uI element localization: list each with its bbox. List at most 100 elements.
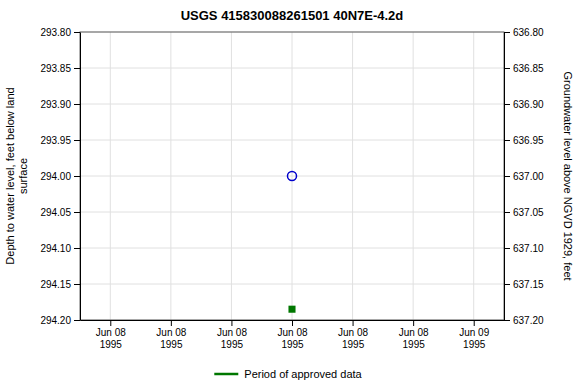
x-tick-mark xyxy=(292,320,293,326)
y2-tick-label: 637.00 xyxy=(513,171,544,182)
x-tick-label: Jun 081995 xyxy=(96,327,126,350)
x-tick-mark xyxy=(110,320,111,326)
y2-tick-label: 636.95 xyxy=(513,135,544,146)
y-tick: 294.15 xyxy=(40,279,80,290)
grid-line-x xyxy=(292,32,293,320)
y-tick: 293.90 xyxy=(40,99,80,110)
y2-tick-mark xyxy=(504,176,510,177)
title: USGS 415830088261501 40N7E-4.2d xyxy=(181,8,404,23)
y2-axis: 637.20 637.15 637.10 637.05 637.00 636.95 636.… xyxy=(504,27,544,326)
grid-line-x xyxy=(413,32,414,320)
y-tick-mark xyxy=(74,320,80,321)
y-tick-mark xyxy=(74,284,80,285)
y-tick-mark xyxy=(74,248,80,249)
y2-tick: 636.80 xyxy=(504,27,544,38)
y2-tick: 637.10 xyxy=(504,243,544,254)
point xyxy=(287,171,296,180)
x-tick-label-line: 1995 xyxy=(221,339,244,350)
y-tick-label: 293.90 xyxy=(40,99,71,110)
x-tick-mark xyxy=(231,320,232,326)
y-tick: 294.20 xyxy=(40,315,80,326)
y-tick-label: 293.85 xyxy=(40,63,71,74)
y-tick-label: 294.00 xyxy=(40,171,71,182)
x-tick-label-line: 1995 xyxy=(100,339,123,350)
y2-tick-label: 636.85 xyxy=(513,63,544,74)
x-axis: Jun 081995Jun 081995Jun 081995Jun 081995… xyxy=(81,320,505,350)
y2-tick-label: 636.90 xyxy=(513,99,544,110)
y-tick: 293.80 xyxy=(40,27,80,38)
x-tick-label-line: 1995 xyxy=(281,339,304,350)
y2-tick-mark xyxy=(504,320,510,321)
x-tick-mark xyxy=(171,320,172,326)
x-tick-label-line: Jun 08 xyxy=(156,327,186,338)
y-tick-mark xyxy=(74,176,80,177)
x-tick-label-line: 1995 xyxy=(160,339,183,350)
y-tick: 294.10 xyxy=(40,243,80,254)
y-tick-label: 294.05 xyxy=(40,207,71,218)
y-tick: 293.95 xyxy=(40,135,80,146)
legend: Period of approved data xyxy=(214,368,362,380)
y-axis-title-line: surface xyxy=(17,158,29,194)
grid-line-x xyxy=(352,32,353,320)
x-tick: Jun 081995 xyxy=(96,320,126,350)
y-tick-mark xyxy=(74,140,80,141)
x-tick-label-line: Jun 08 xyxy=(338,327,368,338)
plot-frame xyxy=(80,32,504,320)
y2-tick-label: 637.10 xyxy=(513,243,544,254)
y2-tick-label: 637.20 xyxy=(513,315,544,326)
y2-tick: 636.95 xyxy=(504,135,544,146)
grid-line-x xyxy=(473,32,474,320)
y2-tick-mark xyxy=(504,284,510,285)
y-tick: 294.00 xyxy=(40,171,80,182)
y2-tick-mark xyxy=(504,248,510,249)
y2-tick: 636.85 xyxy=(504,63,544,74)
x-tick-label-line: Jun 08 xyxy=(96,327,126,338)
x-tick-label-line: Jun 08 xyxy=(277,327,307,338)
y-axis-line xyxy=(80,33,81,321)
x-tick: Jun 081995 xyxy=(217,320,247,350)
y2-axis-title-line: Groundwater level above NGVD 1929, feet xyxy=(562,71,574,280)
y-tick-label: 294.10 xyxy=(40,243,71,254)
x-tick-label: Jun 081995 xyxy=(217,327,247,350)
grid-line-x xyxy=(110,32,111,320)
y2-tick-label: 637.15 xyxy=(513,279,544,290)
y2-tick-mark xyxy=(504,212,510,213)
y-tick-label: 293.95 xyxy=(40,135,71,146)
y-axis-title-line: Depth to water level, feet below land xyxy=(4,87,16,264)
x-tick-label: Jun 081995 xyxy=(399,327,429,350)
legend-label: Period of approved data xyxy=(244,368,362,380)
y-tick-label: 294.20 xyxy=(40,315,71,326)
y-tick-mark xyxy=(74,32,80,33)
y-axis: 293.80 293.85 293.90 293.95 294.00 294.05 294.… xyxy=(40,27,80,326)
y2-tick: 637.00 xyxy=(504,171,544,182)
x-tick-mark xyxy=(353,320,354,326)
grid-line-x xyxy=(170,32,171,320)
x-tick-label-line: Jun 08 xyxy=(399,327,429,338)
point xyxy=(288,306,295,313)
legend-item: Period of approved data xyxy=(214,368,362,380)
x-tick-label-line: 1995 xyxy=(403,339,426,350)
y-tick-label: 293.80 xyxy=(40,27,71,38)
y-tick: 294.05 xyxy=(40,207,80,218)
x-tick-label-line: 1995 xyxy=(342,339,365,350)
x-tick: Jun 081995 xyxy=(399,320,429,350)
grid-line-x xyxy=(231,32,232,320)
x-tick-mark xyxy=(474,320,475,326)
x-tick: Jun 091995 xyxy=(459,320,489,350)
x-tick: Jun 081995 xyxy=(156,320,186,350)
y-tick-mark xyxy=(74,212,80,213)
y2-tick: 637.05 xyxy=(504,207,544,218)
chart: Jun 081995Jun 081995Jun 081995Jun 081995… xyxy=(0,0,576,384)
x-tick-label-line: 1995 xyxy=(463,339,486,350)
y2-tick-mark xyxy=(504,104,510,105)
x-tick-label: Jun 081995 xyxy=(277,327,307,350)
points xyxy=(287,171,296,312)
x-tick-label-line: Jun 09 xyxy=(459,327,489,338)
y-tick-mark xyxy=(74,68,80,69)
x-tick-mark xyxy=(413,320,414,326)
plot-area: Jun 081995Jun 081995Jun 081995Jun 081995… xyxy=(40,27,544,350)
x-tick-label-line: Jun 08 xyxy=(217,327,247,338)
y2-tick: 637.15 xyxy=(504,279,544,290)
y-tick-mark xyxy=(74,104,80,105)
y2-tick: 636.90 xyxy=(504,99,544,110)
